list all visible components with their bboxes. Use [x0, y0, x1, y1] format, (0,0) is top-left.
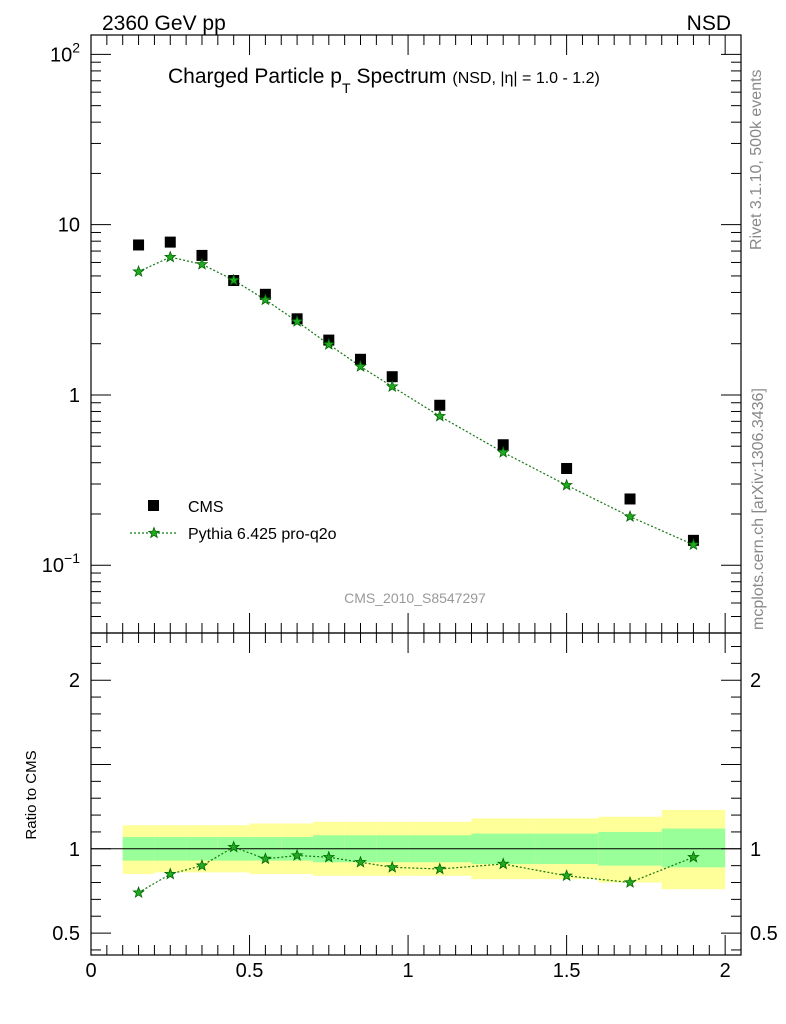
- pythia-ratio-point: [259, 852, 272, 865]
- panel-frames: [90, 34, 742, 956]
- ratio-y-tick-label-left: 1: [69, 839, 80, 861]
- chart-title-main: Charged Particle p: [168, 65, 342, 88]
- pythia-point: [322, 337, 336, 350]
- pythia-ratio-point: [687, 850, 700, 863]
- mcplots-label: mcplots.cern.ch [arXiv:1306.3436]: [750, 388, 767, 630]
- pythia-ratio-point: [290, 848, 304, 861]
- pythia-point: [163, 250, 177, 263]
- ratio-y-tick-label-right: 0.5: [750, 923, 778, 945]
- cms-point: [434, 399, 446, 411]
- pythia-ratio-point: [163, 867, 177, 880]
- ratio-y-tick-label-left: 2: [69, 670, 80, 692]
- pythia-point: [354, 359, 367, 372]
- cms-point: [196, 249, 208, 261]
- cms-point: [133, 239, 145, 251]
- main-panel-frame: [90, 34, 742, 634]
- ratio-band-inner: [661, 828, 726, 868]
- pythia-point: [227, 273, 241, 286]
- pythia-point: [132, 264, 145, 278]
- y-tick-label: 102: [50, 39, 80, 66]
- legend: CMS Pythia 6.425 pro-q2o: [130, 499, 337, 543]
- ratio-series: [132, 840, 700, 898]
- pythia-ratio-point: [322, 850, 336, 863]
- y-tick-label: 10: [58, 215, 80, 237]
- ratio-ylabel: Ratio to CMS: [23, 750, 40, 839]
- pythia-ratio-point: [227, 840, 240, 853]
- pythia-ratio-point: [385, 860, 399, 873]
- pythia-point: [687, 538, 700, 551]
- x-tick-label: 1.5: [553, 960, 581, 982]
- legend-marker-pythia: [147, 526, 161, 539]
- legend-label-pythia: Pythia 6.425 pro-q2o: [188, 526, 337, 543]
- ratio-axis-ticks: 2 21 10.5 0.50 0.5 1 1.5 2: [52, 633, 778, 982]
- cms-point: [355, 353, 367, 365]
- x-tick-label: 2: [720, 960, 731, 982]
- main-axis-ticks: 102 10 1 10−1: [42, 35, 742, 634]
- pythia-point: [290, 314, 304, 327]
- x-tick-label: 0: [85, 960, 96, 982]
- y-tick-label: 10−1: [42, 550, 80, 577]
- pythia-ratio-point: [195, 859, 209, 872]
- pythia-ratio-line: [138, 846, 694, 894]
- energy-label: 2360 GeV pp: [102, 12, 226, 35]
- ratio-bands: [91, 810, 741, 890]
- main-series: [132, 236, 700, 551]
- pythia-ratio-point: [496, 857, 510, 870]
- cms-point: [624, 493, 636, 505]
- x-tick-label: 1: [403, 960, 414, 982]
- ratio-y-tick-label-right: 1: [750, 839, 761, 861]
- cms-point: [561, 462, 573, 474]
- chart-title: Charged Particle pT Spectrum (NSD, |η| = 1…: [168, 65, 600, 96]
- chart-title-condition: (NSD, |η| = 1.0 - 1.2): [452, 70, 599, 87]
- legend-marker-cms: [148, 500, 159, 511]
- cms-point: [497, 439, 509, 451]
- pythia-point: [496, 445, 510, 458]
- ratio-y-tick-label-right: 2: [750, 670, 761, 692]
- pythia-ratio-point: [560, 869, 573, 882]
- pythia-ratio-point: [623, 875, 637, 888]
- x-tick-label: 0.5: [236, 960, 264, 982]
- pythia-ratio-point: [132, 885, 145, 898]
- pythia-line: [138, 256, 694, 546]
- pythia-point: [195, 257, 209, 270]
- ratio-y-tick-label-left: 0.5: [52, 923, 80, 945]
- y-tick-label: 1: [69, 385, 80, 407]
- pythia-point: [560, 478, 573, 491]
- ratio-panel-frame: [90, 632, 742, 956]
- pythia-point: [385, 379, 399, 392]
- process-label: NSD: [687, 12, 731, 35]
- pythia-point: [433, 409, 447, 422]
- cms-point: [164, 236, 176, 248]
- cms-point: [386, 371, 398, 383]
- chart-title-subscript: T: [342, 80, 351, 96]
- pythia-ratio-point: [433, 862, 447, 875]
- chart-title-rest: Spectrum: [357, 65, 447, 88]
- pythia-ratio-point: [354, 855, 367, 868]
- analysis-label: CMS_2010_S8547297: [344, 590, 486, 606]
- pythia-point: [623, 509, 637, 522]
- pythia-point: [259, 293, 272, 306]
- legend-label-cms: CMS: [188, 499, 224, 516]
- rivet-label: Rivet 3.1.10, 500k events: [748, 69, 765, 250]
